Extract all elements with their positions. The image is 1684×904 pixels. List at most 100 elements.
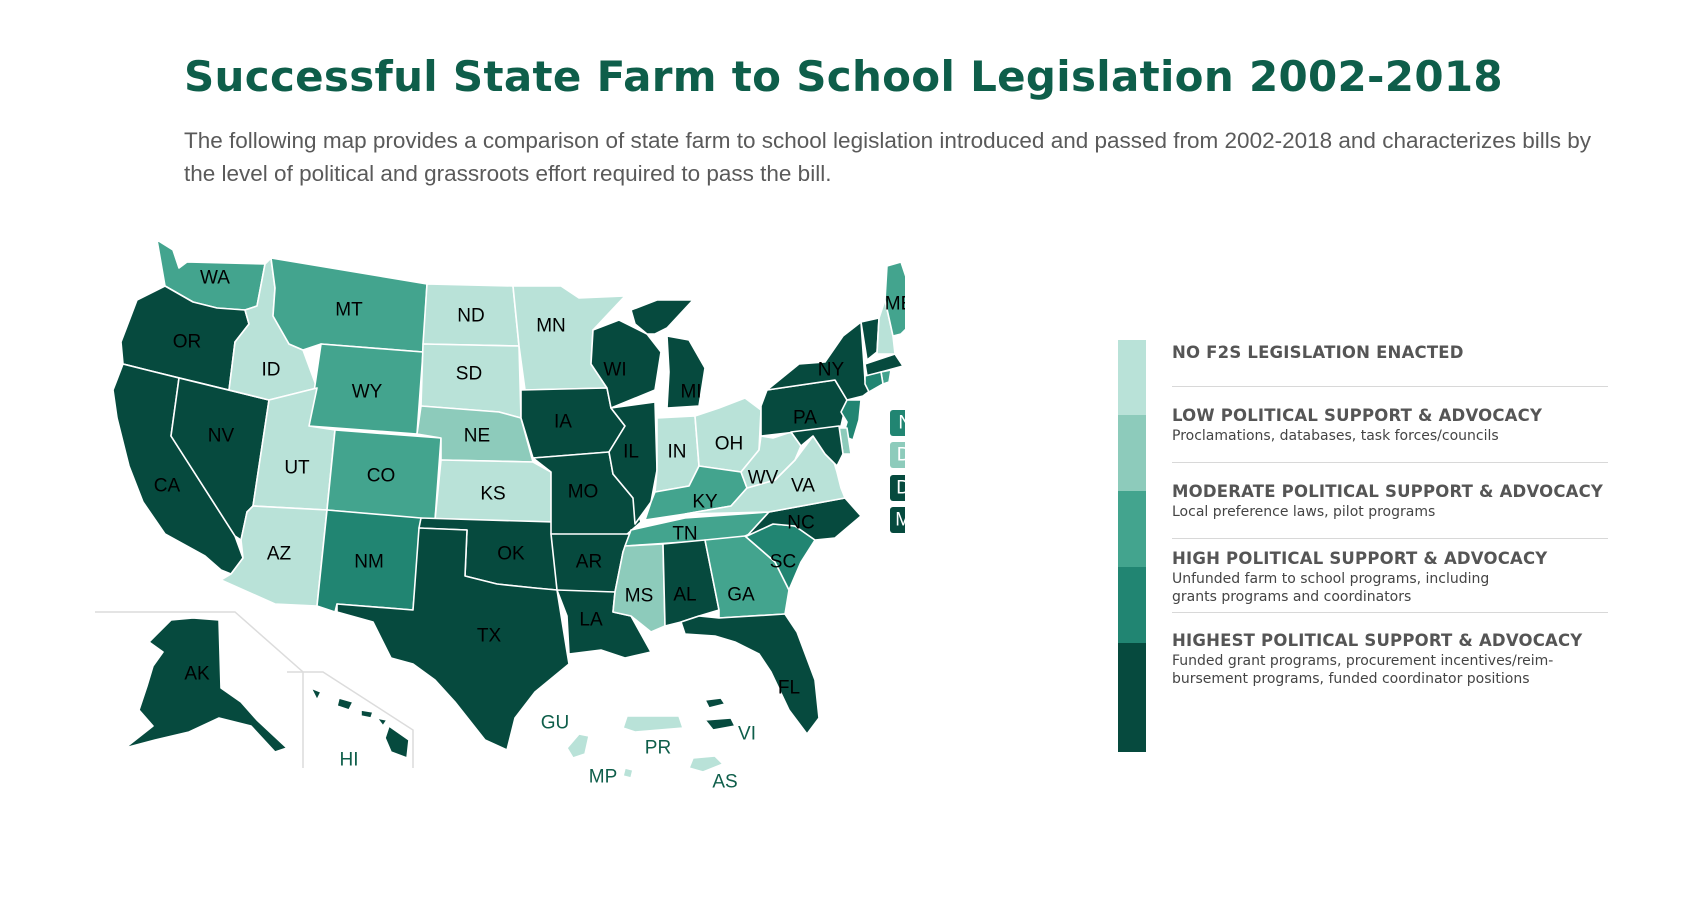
state-NH[interactable] bbox=[876, 299, 896, 355]
label-VI: VI bbox=[738, 724, 756, 745]
label-MN: MN bbox=[536, 316, 566, 337]
label-LA: LA bbox=[579, 610, 603, 631]
legend-item-high: HIGH POLITICAL SUPPORT & ADVOCACY Unfund… bbox=[1172, 549, 1608, 606]
label-NC: NC bbox=[787, 513, 814, 534]
small-state-boxes: RI CT NJ NH DE MA DC VT MD bbox=[890, 410, 905, 533]
svg-text:DC: DC bbox=[896, 478, 905, 499]
state-labels: WA OR CA NV ID MT WY UT AZ CO NM ND SD N… bbox=[154, 268, 905, 793]
label-AL: AL bbox=[673, 585, 696, 606]
box-DC[interactable]: DC bbox=[890, 475, 905, 501]
legend-divider bbox=[1172, 462, 1608, 463]
label-UT: UT bbox=[284, 458, 310, 479]
territory-GU[interactable] bbox=[566, 733, 590, 759]
label-AZ: AZ bbox=[267, 544, 292, 565]
legend-item-low: LOW POLITICAL SUPPORT & ADVOCACY Proclam… bbox=[1172, 406, 1608, 445]
label-MS: MS bbox=[625, 586, 654, 607]
map-subtitle: The following map provides a comparison … bbox=[184, 128, 1592, 186]
legend-swatch-none bbox=[1118, 340, 1146, 415]
label-VA: VA bbox=[791, 476, 815, 497]
state-WI[interactable] bbox=[590, 319, 662, 409]
label-GU: GU bbox=[541, 713, 570, 734]
label-MO: MO bbox=[568, 482, 599, 503]
label-ME: ME bbox=[885, 294, 905, 315]
legend-item-moderate: MODERATE POLITICAL SUPPORT & ADVOCACY Lo… bbox=[1172, 482, 1608, 521]
state-MD[interactable] bbox=[790, 425, 844, 467]
legend-swatch-high bbox=[1118, 567, 1146, 643]
map-title: Successful State Farm to School Legislat… bbox=[184, 52, 1503, 101]
label-PA: PA bbox=[793, 408, 817, 429]
label-ND: ND bbox=[457, 306, 484, 327]
state-HI[interactable] bbox=[310, 687, 410, 759]
label-IN: IN bbox=[668, 442, 687, 463]
legend: NO F2S LEGISLATION ENACTED LOW POLITICAL… bbox=[1118, 340, 1618, 752]
label-NV: NV bbox=[208, 426, 235, 447]
state-MA[interactable] bbox=[864, 353, 904, 377]
box-DE[interactable]: DE bbox=[890, 442, 905, 468]
label-FL: FL bbox=[778, 678, 800, 699]
box-MD[interactable]: MD bbox=[890, 507, 905, 533]
legend-swatch-moderate bbox=[1118, 491, 1146, 567]
state-MI[interactable] bbox=[630, 299, 706, 409]
territory-PR[interactable] bbox=[622, 715, 684, 733]
label-MP: MP bbox=[589, 767, 618, 788]
label-CO: CO bbox=[367, 466, 396, 487]
label-IL: IL bbox=[623, 442, 639, 463]
label-SC: SC bbox=[770, 552, 796, 573]
label-MT: MT bbox=[335, 300, 363, 321]
box-NJ[interactable]: NJ bbox=[890, 410, 905, 436]
label-PR: PR bbox=[645, 738, 671, 759]
state-FL[interactable] bbox=[680, 613, 820, 735]
label-NE: NE bbox=[464, 426, 490, 447]
label-WI: WI bbox=[603, 360, 626, 381]
us-state-map: WA OR CA NV ID MT WY UT AZ CO NM ND SD N… bbox=[95, 240, 905, 793]
legend-item-none: NO F2S LEGISLATION ENACTED bbox=[1172, 343, 1608, 362]
legend-item-highest: HIGHEST POLITICAL SUPPORT & ADVOCACY Fun… bbox=[1172, 631, 1608, 688]
label-NM: NM bbox=[354, 552, 384, 573]
label-NY: NY bbox=[818, 360, 845, 381]
label-IA: IA bbox=[554, 412, 572, 433]
state-AK[interactable] bbox=[124, 617, 288, 753]
label-GA: GA bbox=[727, 585, 755, 606]
state-TX[interactable] bbox=[336, 527, 570, 751]
label-OR: OR bbox=[173, 332, 202, 353]
label-OH: OH bbox=[715, 434, 744, 455]
legend-divider bbox=[1172, 612, 1608, 613]
label-KY: KY bbox=[692, 492, 718, 513]
legend-divider bbox=[1172, 386, 1608, 387]
label-ID: ID bbox=[262, 360, 281, 381]
label-TN: TN bbox=[672, 524, 697, 545]
legend-description: Proclamations, databases, task forces/co… bbox=[1172, 428, 1499, 444]
legend-color-bar bbox=[1118, 340, 1146, 752]
svg-text:MD: MD bbox=[895, 510, 905, 531]
territory-AS[interactable] bbox=[688, 755, 724, 773]
svg-text:DE: DE bbox=[897, 445, 905, 466]
legend-label: NO F2S LEGISLATION ENACTED bbox=[1172, 343, 1464, 362]
label-HI: HI bbox=[340, 750, 359, 771]
state-IL[interactable] bbox=[608, 401, 658, 525]
label-MI: MI bbox=[680, 382, 701, 403]
legend-label: HIGHEST POLITICAL SUPPORT & ADVOCACY bbox=[1172, 631, 1583, 650]
legend-description: Funded grant programs, procurement incen… bbox=[1172, 653, 1554, 687]
legend-description: Unfunded farm to school programs, includ… bbox=[1172, 571, 1490, 605]
label-KS: KS bbox=[480, 484, 505, 505]
legend-swatch-low bbox=[1118, 415, 1146, 491]
inset-borders bbox=[95, 611, 414, 768]
legend-swatch-highest bbox=[1118, 643, 1146, 752]
state-CT[interactable] bbox=[864, 371, 884, 393]
label-SD: SD bbox=[456, 364, 482, 385]
label-WA: WA bbox=[200, 268, 230, 289]
state-ME[interactable] bbox=[884, 261, 905, 337]
label-AS: AS bbox=[712, 772, 737, 793]
legend-description: Local preference laws, pilot programs bbox=[1172, 504, 1436, 520]
legend-label: MODERATE POLITICAL SUPPORT & ADVOCACY bbox=[1172, 482, 1604, 501]
legend-label: HIGH POLITICAL SUPPORT & ADVOCACY bbox=[1172, 549, 1548, 568]
territory-MP[interactable] bbox=[622, 767, 634, 779]
territory-VI[interactable] bbox=[704, 697, 736, 731]
legend-divider bbox=[1172, 538, 1608, 539]
svg-text:NJ: NJ bbox=[898, 413, 905, 434]
label-WV: WV bbox=[748, 468, 779, 489]
label-TX: TX bbox=[477, 626, 502, 647]
label-AR: AR bbox=[576, 552, 602, 573]
label-CA: CA bbox=[154, 476, 181, 497]
legend-label: LOW POLITICAL SUPPORT & ADVOCACY bbox=[1172, 406, 1543, 425]
